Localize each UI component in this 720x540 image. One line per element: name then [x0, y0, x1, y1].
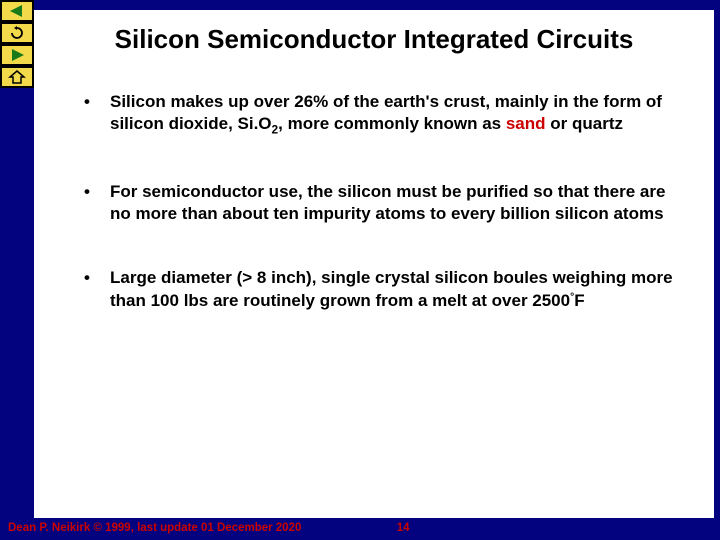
bullet-item: Silicon makes up over 26% of the earth's…	[84, 91, 688, 139]
slide-footer: Dean P. Neikirk © 1999, last update 01 D…	[0, 518, 720, 540]
footer-author: Dean P. Neikirk © 1999, last update 01 D…	[8, 522, 301, 534]
slide-frame: Silicon Semiconductor Integrated Circuit…	[0, 0, 720, 540]
nav-forward-button[interactable]	[0, 44, 34, 66]
slide-title: Silicon Semiconductor Integrated Circuit…	[60, 24, 688, 55]
nav-back-button[interactable]	[0, 0, 34, 22]
highlight-text: sand	[506, 114, 546, 133]
slide-body: Silicon Semiconductor Integrated Circuit…	[34, 10, 714, 518]
bullet-text: , more commonly known as	[278, 114, 506, 133]
bullet-text: Large diameter (> 8 inch), single crysta…	[110, 268, 673, 309]
nav-home-button[interactable]	[0, 66, 34, 88]
bullet-item: Large diameter (> 8 inch), single crysta…	[84, 267, 688, 312]
bullet-text: or quartz	[546, 114, 623, 133]
nav-refresh-button[interactable]	[0, 22, 34, 44]
footer-page-number: 14	[397, 522, 410, 534]
nav-strip	[0, 0, 34, 88]
bullet-text: F	[574, 291, 584, 310]
home-icon	[8, 70, 26, 84]
bullet-list: Silicon makes up over 26% of the earth's…	[60, 91, 688, 312]
back-icon	[8, 4, 26, 18]
bullet-text: For semiconductor use, the silicon must …	[110, 182, 665, 223]
footer-dept: Dept. of ECE, Univ. of Texas at Austin	[508, 522, 712, 534]
refresh-icon	[8, 26, 26, 40]
bullet-item: For semiconductor use, the silicon must …	[84, 181, 688, 226]
forward-icon	[8, 48, 26, 62]
